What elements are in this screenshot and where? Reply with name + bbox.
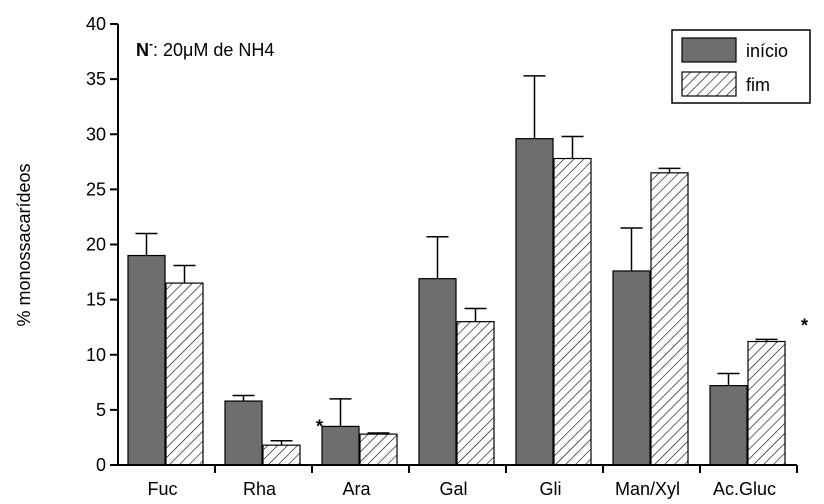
y-axis-label: % monossacarídeos <box>14 163 34 326</box>
x-tick-label: Gli <box>540 479 562 499</box>
y-tick-label: 5 <box>96 400 106 420</box>
bar <box>747 340 786 466</box>
y-tick-label: 20 <box>86 235 106 255</box>
note-superscript: - <box>149 37 153 51</box>
bar <box>262 444 301 466</box>
legend-swatch <box>681 37 737 63</box>
bar <box>321 425 360 466</box>
y-tick-label: 30 <box>86 124 106 144</box>
bar <box>553 157 592 466</box>
legend-label: início <box>746 41 788 61</box>
x-tick-label: Fuc <box>147 479 177 499</box>
annotation: * <box>801 315 808 335</box>
x-tick-label: Rha <box>243 479 277 499</box>
y-tick-label: 40 <box>86 14 106 34</box>
note: N-: 20μM de NH4 <box>136 37 274 60</box>
y-tick-label: 0 <box>96 455 106 475</box>
bar <box>224 400 263 466</box>
y-tick-label: 25 <box>86 179 106 199</box>
legend-swatch <box>681 71 737 97</box>
bar <box>418 278 457 466</box>
bar <box>709 385 748 466</box>
bar <box>456 321 495 466</box>
bar <box>612 270 651 466</box>
bar <box>127 254 166 466</box>
y-tick-label: 35 <box>86 69 106 89</box>
bar <box>515 138 554 466</box>
y-tick-label: 15 <box>86 290 106 310</box>
annotation: * <box>316 417 323 437</box>
bar <box>165 282 204 466</box>
note-bold: N <box>136 40 149 60</box>
y-tick-label: 10 <box>86 345 106 365</box>
x-tick-label: Ac.Gluc <box>713 479 776 499</box>
bar <box>650 172 689 466</box>
x-tick-label: Man/Xyl <box>615 479 680 499</box>
note-text: : 20μM de NH4 <box>153 40 274 60</box>
bar <box>359 433 398 466</box>
legend-label: fim <box>746 75 770 95</box>
x-tick-label: Gal <box>439 479 467 499</box>
x-tick-label: Ara <box>342 479 371 499</box>
